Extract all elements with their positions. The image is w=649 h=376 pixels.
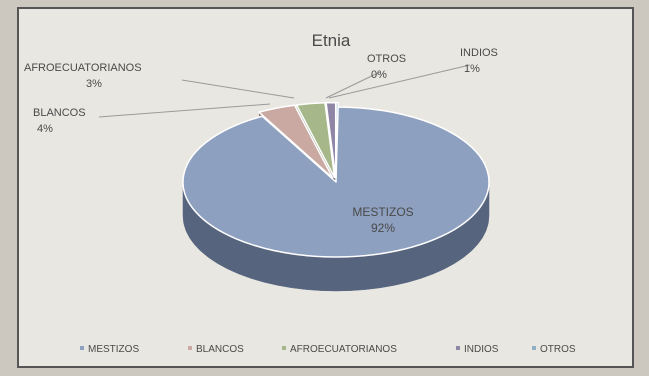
pie-tops: [182, 101, 490, 258]
data-label-otros: OTROS: [367, 53, 406, 65]
pie-slice-otros: [335, 101, 339, 179]
leader-line-afroecuatorianos: [181, 79, 295, 99]
legend-swatch-otros: [532, 346, 536, 350]
legend-label-indios: INDIOS: [464, 344, 499, 355]
pie-slice-mestizos: [182, 106, 490, 258]
leader-line-otros: [325, 71, 381, 99]
pie-slice-blancos: [258, 104, 334, 179]
legend-swatch-blancos: [188, 346, 192, 350]
data-labels: MESTIZOS 92% BLANCOS 4% AFROECUATORIANOS 3% IN…: [24, 47, 498, 235]
legend-label-afroecuatorianos: AFROECUATORIANOS: [290, 344, 397, 355]
data-label-blancos: BLANCOS: [33, 107, 86, 119]
data-value-otros: 0%: [371, 69, 387, 81]
data-value-mestizos: 92%: [371, 221, 395, 235]
data-label-afroecuatorianos: AFROECUATORIANOS: [24, 62, 142, 74]
legend-label-blancos: BLANCOS: [196, 344, 244, 355]
legend-label-otros: OTROS: [540, 344, 576, 355]
data-value-indios: 1%: [464, 63, 480, 75]
data-value-blancos: 4%: [37, 123, 53, 135]
leader-lines: [98, 64, 471, 118]
data-label-indios: INDIOS: [460, 47, 498, 59]
data-value-afroecuatorianos: 3%: [86, 78, 102, 90]
leader-line-blancos: [98, 103, 271, 118]
legend-swatch-mestizos: [80, 346, 84, 350]
pie-slice-afroecuatorianos: [295, 102, 336, 179]
leader-line-indios: [328, 64, 471, 99]
legend-swatch-indios: [456, 346, 460, 350]
chart-title: Etnia: [312, 31, 351, 50]
legend-swatch-afroecuatorianos: [282, 346, 286, 350]
legend-label-mestizos: MESTIZOS: [88, 344, 139, 355]
legend: MESTIZOS BLANCOS AFROECUATORIANOS INDIOS OTR…: [80, 344, 576, 355]
data-label-mestizos: MESTIZOS: [352, 205, 413, 219]
